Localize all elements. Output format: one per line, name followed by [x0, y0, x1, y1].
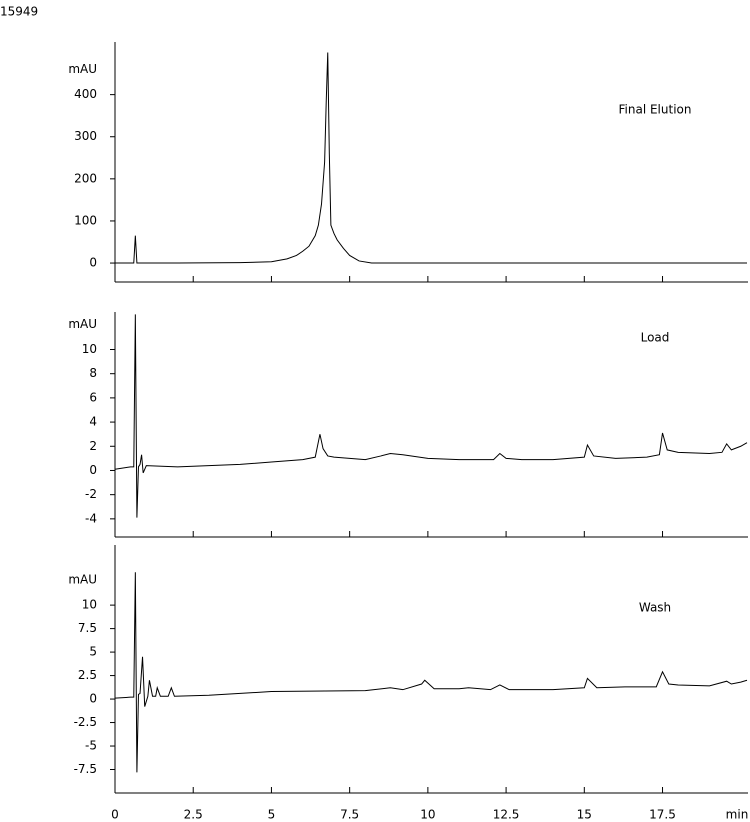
y-tick-label: -5 [85, 739, 97, 753]
x-tick-label: 0 [111, 808, 119, 822]
y-tick-label: 10 [82, 598, 97, 612]
y-tick-label: 2 [89, 439, 97, 453]
y-tick-label: 300 [74, 129, 97, 143]
x-tick-label: 5 [268, 808, 276, 822]
trace-annotation: Load [641, 331, 670, 345]
y-tick-label: 10 [82, 342, 97, 356]
trace-annotation: Final Elution [619, 103, 692, 117]
y-tick-label: -4 [85, 511, 97, 525]
y-axis-unit: mAU [68, 62, 97, 76]
y-tick-label: 400 [74, 87, 97, 101]
y-tick-label: 0 [89, 692, 97, 706]
sample-label: 15949 [0, 5, 38, 19]
trace-annotation: Wash [639, 601, 671, 615]
y-tick-label: 0 [89, 463, 97, 477]
y-tick-label: 2.5 [78, 668, 97, 682]
y-tick-label: 7.5 [78, 621, 97, 635]
y-tick-label: 4 [89, 415, 97, 429]
x-tick-label: 15 [577, 808, 592, 822]
trace [114, 314, 748, 518]
y-tick-label: 6 [89, 390, 97, 404]
y-axis-unit: mAU [68, 573, 97, 587]
y-tick-label: 100 [74, 213, 97, 227]
x-tick-label: 12.5 [493, 808, 520, 822]
trace [114, 572, 748, 773]
x-tick-label: 2.5 [184, 808, 203, 822]
y-tick-label: 5 [89, 645, 97, 659]
x-tick-label: 7.5 [340, 808, 359, 822]
trace [115, 52, 747, 264]
y-axis-unit: mAU [68, 317, 97, 331]
y-tick-label: 0 [89, 256, 97, 270]
y-tick-label: -2 [85, 487, 97, 501]
y-tick-label: 8 [89, 366, 97, 380]
x-tick-label: 17.5 [649, 808, 676, 822]
y-tick-label: -7.5 [74, 762, 97, 776]
x-tick-label: 10 [420, 808, 435, 822]
x-axis-unit: min [726, 808, 749, 822]
y-tick-label: 200 [74, 171, 97, 185]
y-tick-label: -2.5 [74, 715, 97, 729]
